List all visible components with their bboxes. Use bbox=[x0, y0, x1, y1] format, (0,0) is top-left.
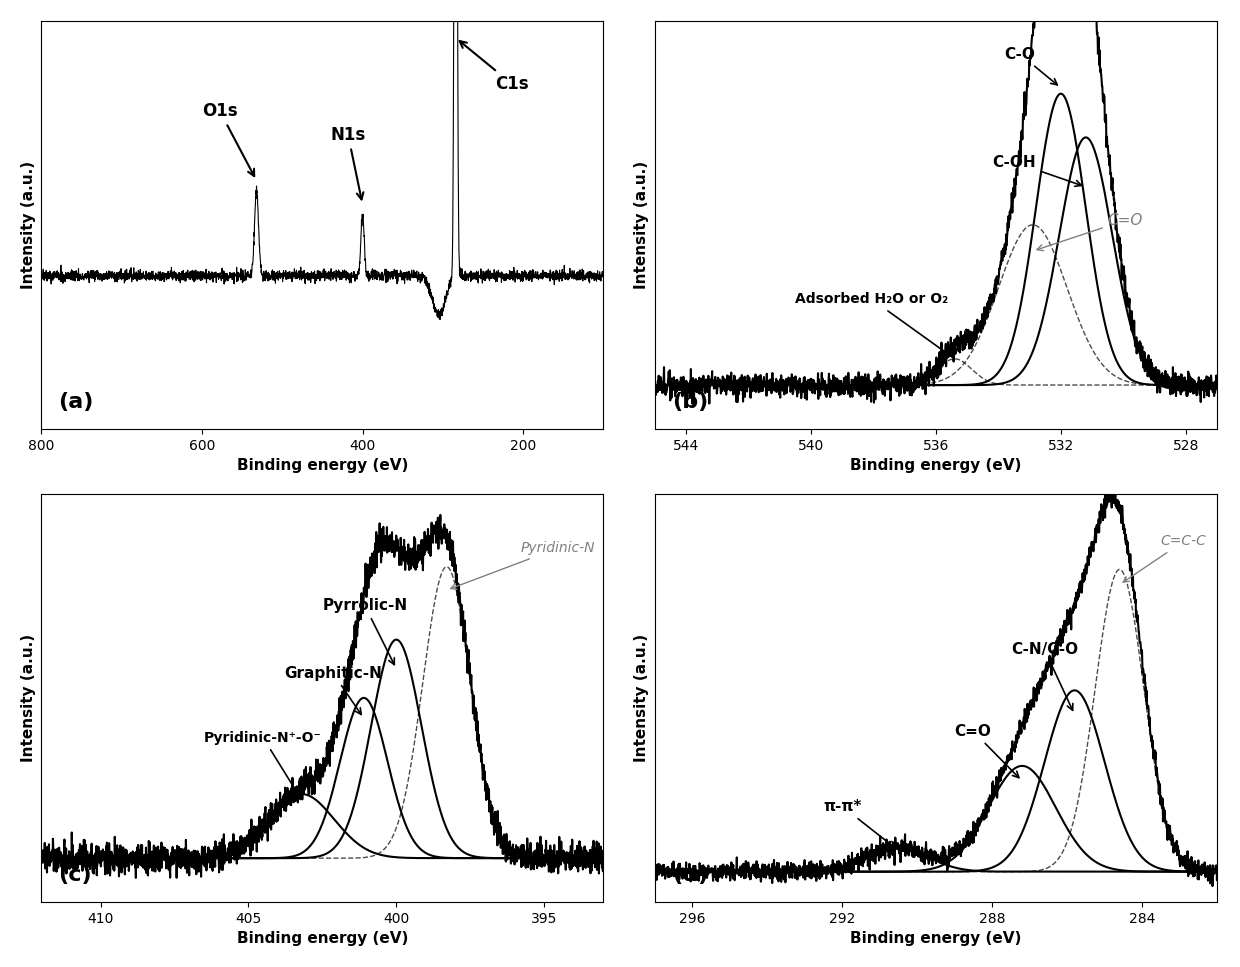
X-axis label: Binding energy (eV): Binding energy (eV) bbox=[237, 458, 408, 473]
Text: C=O: C=O bbox=[1037, 213, 1143, 250]
X-axis label: Binding energy (eV): Binding energy (eV) bbox=[851, 931, 1022, 946]
Text: C-O: C-O bbox=[1004, 46, 1058, 85]
Text: π-π*: π-π* bbox=[823, 800, 895, 848]
Text: (d): (d) bbox=[672, 865, 708, 886]
Text: Graphitic-N: Graphitic-N bbox=[284, 665, 382, 715]
Text: O1s: O1s bbox=[202, 103, 254, 176]
Text: (a): (a) bbox=[58, 393, 94, 412]
Text: C-OH: C-OH bbox=[992, 155, 1081, 187]
Y-axis label: Intensity (a.u.): Intensity (a.u.) bbox=[21, 633, 36, 762]
Text: C-N/C-O: C-N/C-O bbox=[1011, 642, 1078, 711]
Text: C1s: C1s bbox=[460, 41, 528, 93]
X-axis label: Binding energy (eV): Binding energy (eV) bbox=[237, 931, 408, 946]
Text: Pyridinic-N⁺-O⁻: Pyridinic-N⁺-O⁻ bbox=[205, 731, 322, 796]
Y-axis label: Intensity (a.u.): Intensity (a.u.) bbox=[635, 633, 650, 762]
Text: Pyridinic-N: Pyridinic-N bbox=[450, 542, 595, 589]
Text: C=C-C: C=C-C bbox=[1123, 535, 1207, 582]
Text: (c): (c) bbox=[58, 865, 92, 886]
Text: Adsorbed H₂O or O₂: Adsorbed H₂O or O₂ bbox=[795, 292, 951, 356]
Text: C=O: C=O bbox=[955, 723, 1019, 777]
X-axis label: Binding energy (eV): Binding energy (eV) bbox=[851, 458, 1022, 473]
Text: Pyrrolic-N: Pyrrolic-N bbox=[322, 599, 408, 664]
Y-axis label: Intensity (a.u.): Intensity (a.u.) bbox=[21, 161, 36, 289]
Text: (b): (b) bbox=[672, 393, 708, 412]
Text: N1s: N1s bbox=[330, 126, 366, 199]
Y-axis label: Intensity (a.u.): Intensity (a.u.) bbox=[635, 161, 650, 289]
